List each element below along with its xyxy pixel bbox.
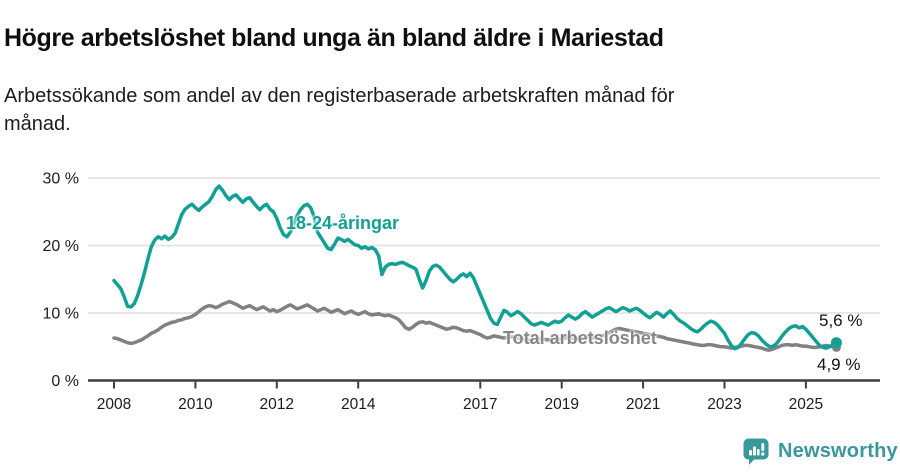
y-tick-label: 20 % [43, 238, 79, 255]
series-label-total: Total arbetslöshet [503, 328, 657, 348]
x-tick-label: 2023 [707, 396, 741, 413]
end-value-label-young: 5,6 % [819, 311, 863, 330]
newsworthy-bubble-chart-icon [743, 438, 769, 465]
x-tick-label: 2019 [544, 396, 578, 413]
newsworthy-wordmark: Newsworthy [778, 440, 898, 462]
x-tick-label: 2021 [626, 396, 660, 413]
newsworthy-logo: Newsworthy [742, 437, 898, 466]
line-series-total [112, 299, 839, 352]
y-tick-label: 10 % [43, 306, 79, 323]
y-tick-label: 30 % [43, 171, 79, 188]
end-value-label-total: 4,9 % [817, 355, 861, 374]
x-tick-label: 2025 [789, 396, 823, 413]
y-tick-label: 0 % [51, 373, 79, 390]
x-tick-label: 2010 [178, 396, 213, 413]
page-title: Högre arbetslöshet bland unga än bland ä… [4, 23, 664, 52]
x-tick-label: 2008 [97, 396, 131, 413]
x-tick-label: 2012 [260, 396, 294, 413]
series-label-young: 18-24-åringar [286, 213, 400, 233]
chart-subtitle: Arbetssökande som andel av den registerb… [4, 85, 675, 136]
x-tick-label: 2014 [341, 396, 376, 413]
x-tick-label: 2017 [463, 396, 497, 413]
line-series-young [112, 184, 839, 351]
end-dot-young [830, 337, 842, 349]
